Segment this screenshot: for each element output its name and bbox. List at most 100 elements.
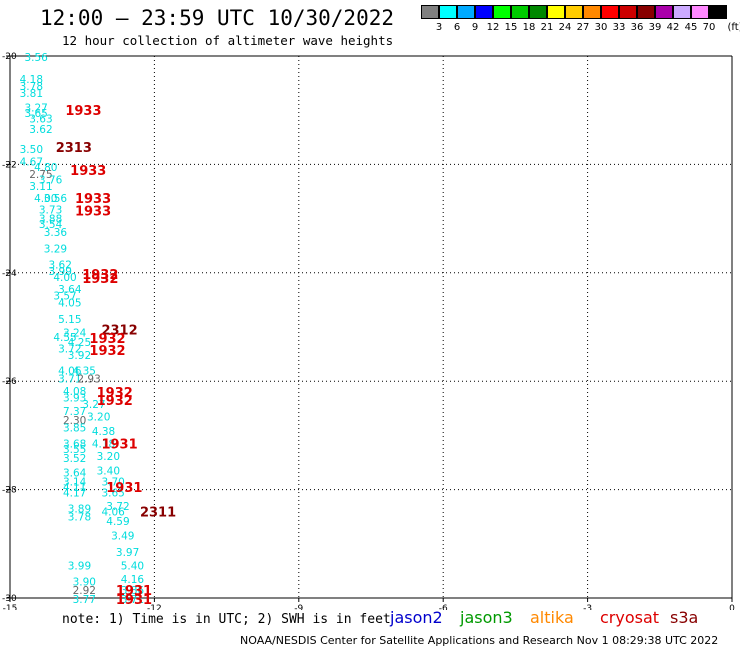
wave-height-value: 4.80 [34,162,57,174]
wave-height-value: 3.90 [73,577,96,589]
wave-height-value: 3.72 [58,344,81,356]
wave-height-observations: 3.564.183.783.813.273.653.633.623.504.67… [20,52,145,606]
legend-swatch [511,5,529,19]
legend-label: 33 [612,22,626,33]
legend-label: 9 [471,22,479,33]
satellite-cryosat: cryosat [600,608,660,627]
wave-height-value: 3.11 [29,181,52,193]
wave-height-value: 3.20 [87,411,110,423]
lon-tick-label: -3 [583,604,592,610]
wave-height-value: 3.63 [29,113,52,125]
pass-time-label: 1932 [89,332,125,347]
wave-height-value: 4.38 [92,426,115,438]
lat-tick-label: -24 [2,269,17,279]
wave-height-value: 3.65 [24,108,47,120]
wave-height-value: 3.49 [111,531,134,543]
pass-time-label: 2311 [140,505,176,520]
lat-tick-label: -20 [2,52,17,62]
legend-swatch [691,5,709,19]
wave-height-value: 3.65 [101,487,124,499]
legend-label: 27 [576,22,590,33]
pass-time-label: 1932 [82,268,118,283]
wave-height-value: 3.89 [68,504,91,516]
wave-height-value: 4.08 [63,386,86,398]
wave-height-value: 3.71 [121,594,144,606]
legend-swatch [601,5,619,19]
lon-tick-label: 0 [729,604,735,610]
wave-height-value: 3.92 [68,350,91,362]
page-title: 12:00 – 23:59 UTC 10/30/2022 [40,6,395,30]
legend-swatch [493,5,511,19]
wave-height-value: 3.68 [63,439,86,451]
wave-height-value: 4.18 [20,74,43,86]
legend-label: 42 [666,22,680,33]
wave-height-value: 3.73 [39,204,62,216]
wave-height-value: 3.55 [63,444,86,456]
legend-swatch [439,5,457,19]
wave-height-value: 3.78 [20,81,43,93]
pass-time-label: 1931 [116,593,152,608]
altimeter-map: -15 -12 -9 -6 -3 0-20-22-24-26-28-30 3.564.18… [2,52,735,610]
legend-label: 6 [453,22,461,33]
legend-label: 39 [648,22,662,33]
pass-time-label: 1932 [97,386,133,401]
wave-height-value: 4.00 [53,272,76,284]
legend-swatch [655,5,673,19]
lon-tick-label: -15 [3,604,18,610]
wave-height-value: 3.99 [49,266,72,278]
wave-height-value: 4.35 [73,365,96,377]
lon-tick-label: -9 [294,604,303,610]
wave-height-value: 4.11 [63,482,86,494]
satellite-jason3: jason3 [460,608,513,627]
legend-label: 3 [435,22,443,33]
wave-height-value: 4.06 [101,506,125,518]
wave-height-value: 4.18 [92,439,115,451]
pass-time-label: 1933 [65,104,101,119]
lon-tick-label: -6 [439,604,448,610]
wave-height-value: 4.06 [58,365,82,377]
wave-height-value: 3.71 [58,373,81,385]
wave-height-value: 2.30 [63,415,86,427]
wave-height-value: 3.85 [63,422,86,434]
wave-height-value: 4.55 [53,332,76,344]
pass-time-label: 1933 [75,204,111,219]
legend-swatch [475,5,493,19]
pass-time-label: 1932 [82,272,118,287]
wave-height-value: 4.17 [63,487,86,499]
wave-height-value: 3.64 [63,467,87,479]
wave-height-value: 2.92 [73,585,96,597]
wave-height-value: 3.57 [53,291,76,303]
wave-height-value: 3.86 [121,585,145,597]
legend-unit: (ft) [727,22,740,33]
wave-height-value: 3.78 [68,512,91,524]
credit-line: NOAA/NESDIS Center for Satellite Applica… [240,634,719,647]
units-note: note: 1) Time is in UTC; 2) SWH is in fe… [62,612,391,627]
page-subtitle: 12 hour collection of altimeter wave hei… [62,33,394,48]
wave-height-value: 3.70 [101,476,124,488]
wave-height-value: 2.93 [77,373,100,385]
wave-height-value: 4.00 [34,193,57,205]
legend-label: 36 [630,22,644,33]
legend-label: 30 [594,22,608,33]
legend-swatch [529,5,547,19]
wave-height-value: 3.72 [106,501,129,513]
wave-height-value: 3.88 [39,214,62,226]
legend-swatch [619,5,637,19]
pass-time-label: 1933 [75,192,111,207]
wave-height-color-legend [421,5,727,19]
wave-height-value: 3.54 [39,219,63,231]
wave-height-value: 4.67 [20,157,43,169]
map-tick-labels: -15 -12 -9 -6 -3 0-20-22-24-26-28-30 [2,52,735,610]
pass-time-label: 1933 [70,164,106,179]
pass-time-label: 1932 [97,394,133,409]
legend-label: 70 [702,22,716,33]
wave-height-value: 3.62 [49,260,72,272]
map-grid [6,55,733,602]
wave-height-value: 3.50 [20,144,43,156]
wave-height-value: 4.16 [121,574,145,586]
legend-swatch [421,5,439,19]
pass-time-label: 2312 [101,324,137,339]
wave-height-value: 3.29 [44,243,67,255]
wave-height-value: 7.37 [63,406,86,418]
